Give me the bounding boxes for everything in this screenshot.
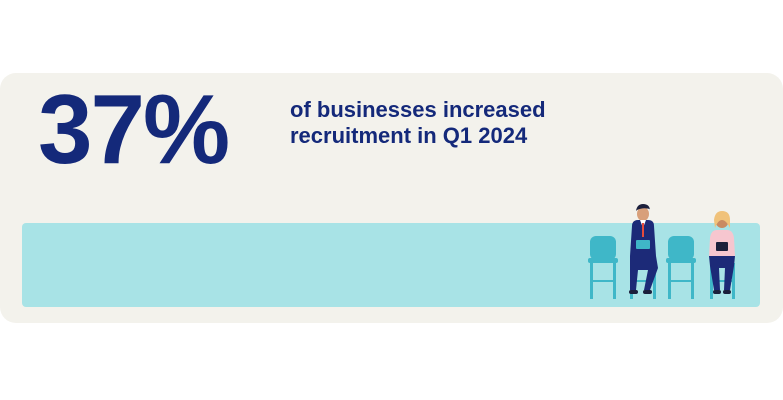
empty-chair-icon [588,236,618,299]
woman-with-tablet-icon [709,211,735,294]
stat-value: 37% [38,74,230,184]
stat-caption-line-2: recruitment in Q1 2024 [290,123,528,148]
empty-chair-icon [666,236,696,299]
stat-caption-line-1: of businesses increased [290,97,546,122]
man-with-document-icon [629,204,658,294]
stat-caption: of businesses increased recruitment in Q… [290,97,620,149]
chair-icon [710,263,735,299]
waiting-room-illustration-icon [588,204,735,299]
